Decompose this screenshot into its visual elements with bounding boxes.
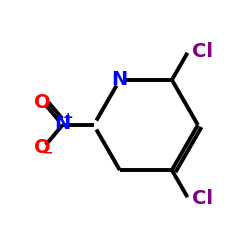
Text: N: N — [54, 114, 71, 133]
Text: Cl: Cl — [192, 189, 213, 208]
Text: N: N — [112, 70, 128, 90]
Text: −: − — [42, 146, 53, 159]
Text: +: + — [63, 111, 74, 124]
Text: O: O — [34, 138, 50, 157]
Text: O: O — [34, 93, 50, 112]
Text: Cl: Cl — [192, 42, 213, 61]
